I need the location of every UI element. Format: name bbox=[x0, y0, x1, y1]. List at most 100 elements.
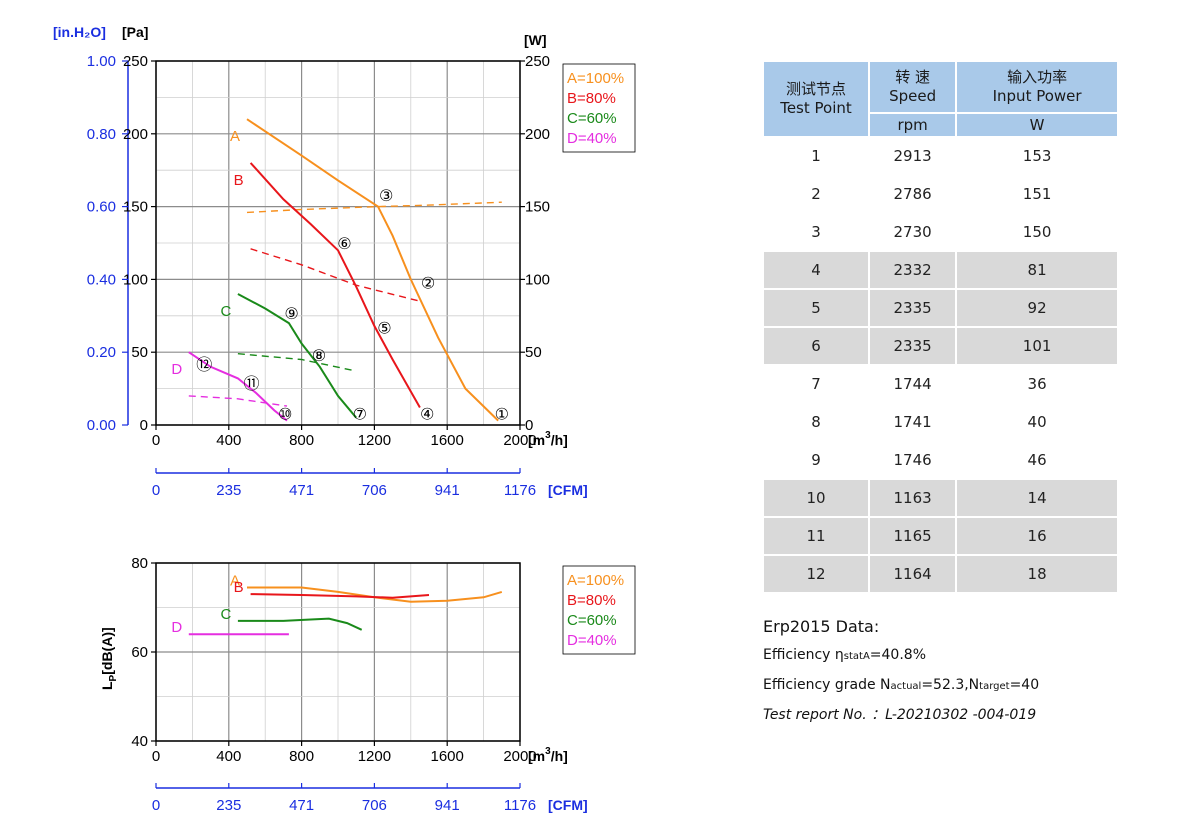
legend-item: B=80% bbox=[567, 592, 616, 609]
cfm-tick-label: 471 bbox=[289, 797, 314, 814]
cell-speed: 2335 bbox=[867, 288, 958, 328]
x-tick-label: 0 bbox=[152, 432, 160, 449]
table-row: 3 2730 150 bbox=[762, 212, 1119, 252]
test-point-marker: ② bbox=[421, 273, 435, 292]
cell-power: 40 bbox=[955, 402, 1119, 442]
pa-tick-label: 100 bbox=[123, 271, 148, 288]
curve-label-A: A bbox=[230, 128, 240, 145]
header-speed-en: Speed bbox=[889, 87, 937, 105]
x-tick-label: 0 bbox=[152, 748, 160, 765]
cell-test-point: 11 bbox=[762, 516, 870, 556]
grade-label: Efficiency grade N bbox=[763, 677, 891, 693]
header-speed-zh: 转 速 bbox=[895, 68, 930, 86]
test-point-marker: ⑩ bbox=[278, 404, 292, 423]
power-curve-B bbox=[250, 248, 421, 302]
x-axis-label-sup: 3 bbox=[545, 430, 551, 441]
x-axis-label: [m3/h] bbox=[528, 430, 568, 448]
pa-tick-label: 0 bbox=[140, 417, 148, 434]
legend-item: C=60% bbox=[567, 110, 617, 127]
x-tick-label: 800 bbox=[289, 748, 314, 765]
cell-power: 101 bbox=[955, 326, 1119, 366]
cell-test-point: 7 bbox=[762, 364, 870, 404]
table-row: 11 1165 16 bbox=[762, 516, 1119, 556]
test-point-marker: ④ bbox=[420, 404, 434, 423]
db-axis-label-sub: P bbox=[108, 674, 119, 681]
x-tick-label: 1200 bbox=[358, 432, 391, 449]
inh2o-tick-label: 0.20 bbox=[87, 344, 116, 361]
cfm-axis-label: [CFM] bbox=[548, 797, 588, 813]
grade-actual-sub: actual bbox=[890, 681, 922, 692]
w-axis-label: [W] bbox=[524, 32, 547, 48]
test-point-table: 测试节点 Test Point 转 速 Speed 输入功率 Input Pow… bbox=[762, 60, 1119, 594]
legend-item: B=80% bbox=[567, 90, 616, 107]
cell-test-point: 12 bbox=[762, 554, 870, 594]
x-tick-label: 400 bbox=[216, 432, 241, 449]
table-row: 1 2913 153 bbox=[762, 136, 1119, 176]
noise-curve-label-C: C bbox=[220, 606, 231, 623]
cfm-tick-label: 0 bbox=[152, 482, 160, 499]
cell-test-point: 8 bbox=[762, 402, 870, 442]
db-axis-label-unit: [dB(A)] bbox=[99, 627, 115, 674]
header-power-en: Input Power bbox=[992, 87, 1082, 105]
table-row: 2 2786 151 bbox=[762, 174, 1119, 214]
curve-label-B: B bbox=[234, 172, 244, 189]
legend-box bbox=[562, 565, 636, 655]
grade-actual-value: =52.3,N bbox=[921, 677, 980, 693]
cell-power: 153 bbox=[955, 136, 1119, 176]
efficiency-value: =40.8% bbox=[869, 647, 927, 663]
noise-curve-C bbox=[237, 617, 363, 631]
w-tick-label: 50 bbox=[525, 344, 542, 361]
efficiency-sub: statA bbox=[843, 651, 870, 662]
grade-target-sub: target bbox=[979, 681, 1010, 692]
table-body: 1 2913 153 2 2786 151 3 2730 150 4 2332 81 5 2335 92 6 2… bbox=[762, 136, 1119, 594]
cell-power: 81 bbox=[955, 250, 1119, 290]
pa-tick-label: 50 bbox=[131, 344, 148, 361]
cfm-tick-label: 235 bbox=[216, 797, 241, 814]
w-tick-label: 100 bbox=[525, 271, 550, 288]
cell-speed: 1741 bbox=[867, 402, 958, 442]
header-test-point-zh: 测试节点 bbox=[785, 80, 846, 98]
cfm-tick-label: 706 bbox=[362, 482, 387, 499]
table-row: 7 1744 36 bbox=[762, 364, 1119, 404]
efficiency-line: Efficiency ηstatA=40.8% bbox=[763, 641, 1039, 671]
cell-speed: 1744 bbox=[867, 364, 958, 404]
test-point-marker: ⑪ bbox=[244, 374, 260, 393]
pressure-curve-D bbox=[188, 351, 288, 422]
cell-power: 92 bbox=[955, 288, 1119, 328]
x-axis-label: [m3/h] bbox=[528, 746, 568, 764]
efficiency-grade-line: Efficiency grade Nactual=52.3,Ntarget=40 bbox=[763, 671, 1039, 701]
noise-curve-A bbox=[247, 586, 503, 603]
cell-test-point: 10 bbox=[762, 478, 870, 518]
test-point-marker: ⑨ bbox=[284, 304, 298, 323]
x-tick-label: 400 bbox=[216, 748, 241, 765]
header-input-power: 输入功率 Input Power bbox=[955, 60, 1119, 114]
db-tick-label: 40 bbox=[131, 733, 148, 750]
table-row: 12 1164 18 bbox=[762, 554, 1119, 594]
noise-curve-label-A: A bbox=[230, 572, 240, 589]
header-test-point: 测试节点 Test Point bbox=[762, 60, 870, 138]
cfm-axis-label: [CFM] bbox=[548, 482, 588, 498]
power-curve-C bbox=[237, 353, 357, 372]
cfm-tick-label: 0 bbox=[152, 797, 160, 814]
x-tick-label: 1200 bbox=[358, 748, 391, 765]
db-tick-label: 80 bbox=[131, 555, 148, 572]
plot-frame bbox=[155, 60, 521, 426]
test-point-marker: ⑦ bbox=[353, 404, 367, 423]
test-point-marker: ⑤ bbox=[377, 318, 391, 337]
x-axis-label-tail: /h] bbox=[551, 432, 568, 448]
legend-item: A=100% bbox=[567, 70, 624, 87]
db-axis-label-main: L bbox=[99, 681, 115, 690]
noise-chart: 40 60 80 LP[dB(A)] 0 400 800 1200 1600 2000[m3/h]… bbox=[99, 555, 636, 814]
cfm-tick-label: 941 bbox=[435, 797, 460, 814]
inh2o-tick-label: 0.60 bbox=[87, 199, 116, 216]
pa-axis-label: [Pa] bbox=[122, 24, 148, 40]
power-curve-A bbox=[246, 201, 502, 214]
cfm-tick-label: 235 bbox=[216, 482, 241, 499]
test-report-number: Test report No. ：L-20210302 -004-019 bbox=[763, 707, 1037, 723]
pressure-curve-A bbox=[246, 118, 499, 422]
header-speed: 转 速 Speed bbox=[867, 60, 958, 114]
cfm-tick-label: 1176 bbox=[504, 797, 536, 814]
inh2o-tick-label: 0.00 bbox=[87, 417, 116, 434]
legend-item: D=40% bbox=[567, 632, 617, 649]
